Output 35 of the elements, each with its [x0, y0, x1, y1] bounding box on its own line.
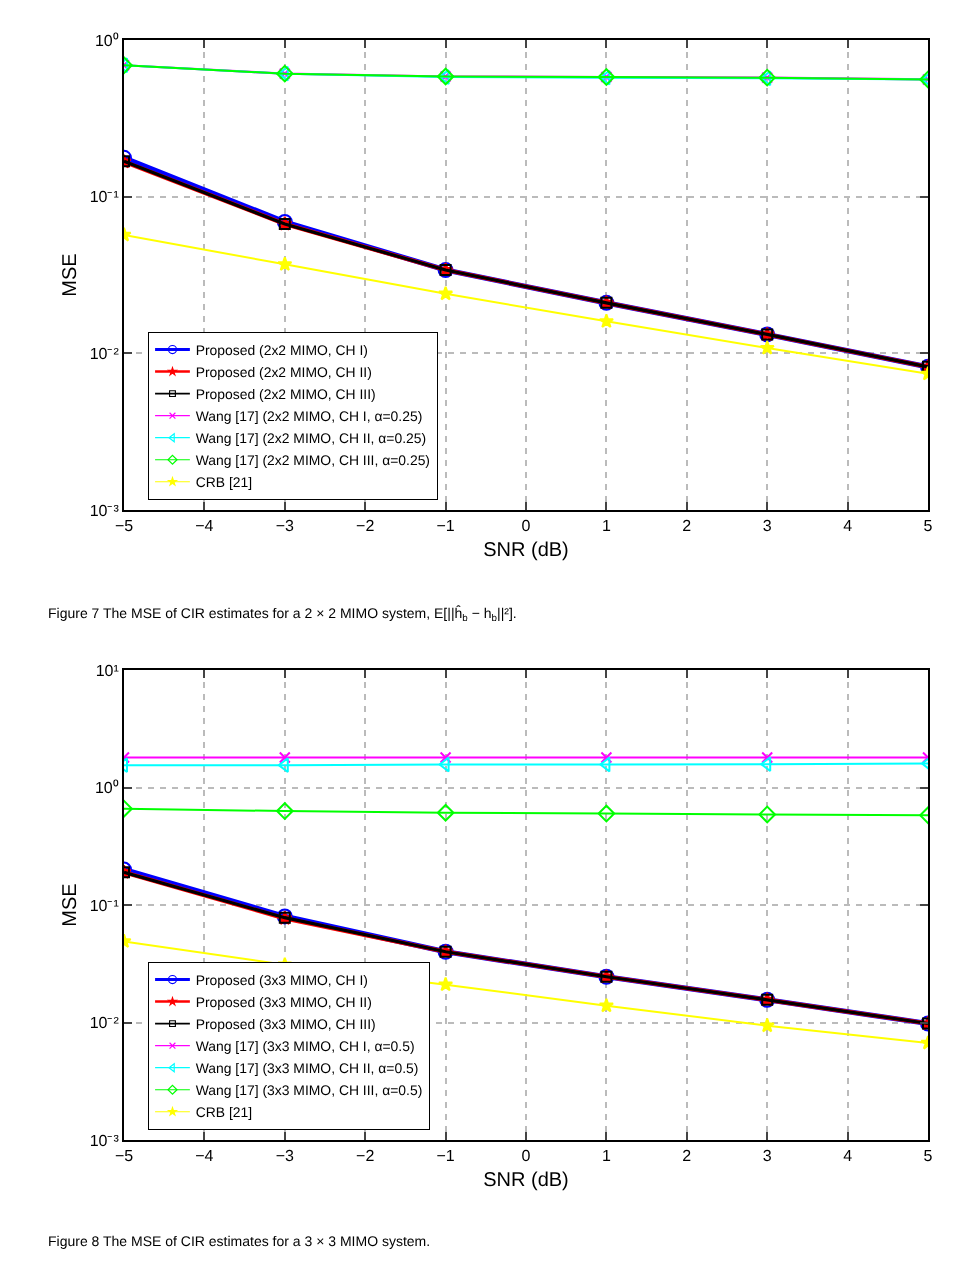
- x-tick-label: 1: [601, 517, 612, 536]
- x-tick-label: 4: [843, 1147, 854, 1166]
- y-tick-label: 10⁻³: [89, 501, 120, 520]
- y-axis-title: MSE: [59, 882, 82, 927]
- y-tick-label: 10⁰: [94, 31, 119, 50]
- x-tick-label: −5: [114, 1147, 135, 1166]
- x-tick-label: 4: [843, 517, 854, 536]
- y-tick-label: 10⁻¹: [89, 188, 120, 207]
- y-tick-label: 10¹: [95, 661, 120, 680]
- x-tick-label: 2: [682, 517, 693, 536]
- y-tick-label: 10⁻³: [89, 1131, 120, 1150]
- x-tick-label: −2: [356, 1147, 376, 1166]
- x-tick-label: 0: [521, 517, 532, 536]
- y-axis-title: MSE: [59, 252, 82, 297]
- x-tick-label: 1: [601, 1147, 612, 1166]
- y-tick-label: 10⁻²: [89, 1014, 120, 1033]
- x-tick-label: 5: [923, 517, 934, 536]
- x-tick-label: −3: [275, 517, 296, 536]
- y-tick-label: 10⁰: [94, 779, 119, 798]
- x-tick-label: 5: [923, 1147, 934, 1166]
- y-tick-label: 10⁻²: [89, 344, 120, 363]
- x-tick-label: −4: [195, 1147, 215, 1166]
- x-tick-label: 2: [682, 1147, 693, 1166]
- x-tick-label: −1: [436, 517, 456, 536]
- x-tick-label: −3: [275, 1147, 296, 1166]
- x-tick-label: −4: [195, 517, 215, 536]
- x-tick-label: 3: [762, 517, 773, 536]
- x-tick-label: 0: [521, 1147, 532, 1166]
- x-tick-label: −1: [436, 1147, 456, 1166]
- y-tick-label: 10⁻¹: [89, 896, 120, 915]
- x-axis-title: SNR (dB): [483, 540, 569, 563]
- x-axis-title: SNR (dB): [483, 1170, 569, 1193]
- x-tick-label: −2: [356, 517, 376, 536]
- x-tick-label: 3: [762, 1147, 773, 1166]
- x-tick-label: −5: [114, 517, 135, 536]
